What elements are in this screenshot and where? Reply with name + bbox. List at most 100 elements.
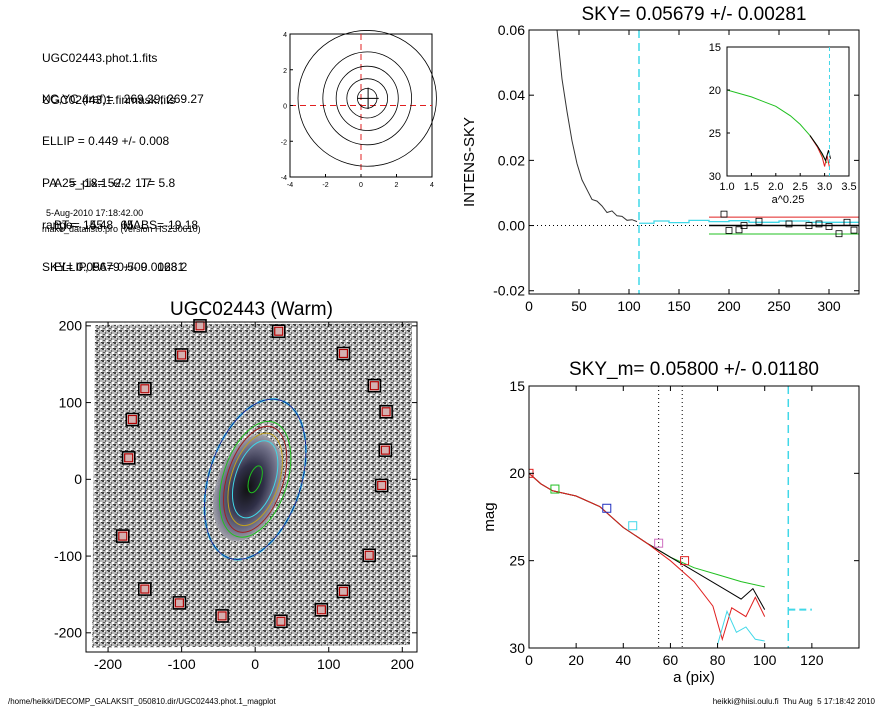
isophote-4: [219, 420, 292, 538]
sky-box-marker-inner: [274, 326, 284, 336]
image-xtick-label: -100: [168, 656, 196, 672]
contour-level-1: [346, 78, 389, 119]
sky-ylabel: INTENS-SKY: [461, 117, 478, 207]
contour-xtick-label: -4: [287, 182, 293, 189]
image-ytick-label: -200: [54, 625, 82, 641]
sky-box-marker-inner: [377, 480, 387, 491]
inset-xtick-label: 3.0: [817, 181, 832, 193]
mag-series-red: [529, 472, 766, 642]
param-ellip: ELLIP = 0.449 +/- 0.008: [42, 134, 170, 148]
sky-box-marker-inner: [338, 586, 349, 596]
mag-series-green: [529, 472, 765, 588]
sky-ytick-label: 0.00: [498, 217, 525, 233]
sky-xtick-label: 100: [617, 298, 641, 314]
mask-file: UGC02443.1.finmask.fits: [42, 93, 176, 107]
contour-ytick-label: -4: [281, 175, 287, 182]
mag-square-marker: [602, 503, 612, 513]
param-center: XC,YC (iraf)= 269.29, 269.27: [42, 92, 204, 106]
mag-xtick-label: 40: [615, 652, 631, 668]
sky-xtick-label: 150: [667, 298, 691, 314]
isophote-1: [231, 440, 279, 519]
image-title: UGC02443 (Warm): [170, 299, 333, 320]
mag-square-marker: [680, 556, 690, 566]
inset-frame: [726, 46, 850, 177]
contour-xtick-label: 0: [359, 182, 363, 189]
sky-ellipse-blue: [203, 398, 307, 561]
sky-sample-square: [740, 222, 748, 229]
sky-xtick-label: 300: [817, 298, 841, 314]
sky-xtick-label: 250: [767, 298, 791, 314]
inset-xlabel: a^0.25: [772, 194, 805, 206]
sky-sample-square: [825, 223, 833, 230]
sky-sample-square: [720, 210, 728, 218]
mag-plot: SKY_m= 0.05800 +/- 0.01180 mag a (pix) 0 20 4…: [481, 359, 860, 686]
mag-xtick-label: 20: [568, 652, 584, 668]
sky-sample-square: [805, 222, 813, 229]
sky-box-marker-inner: [118, 531, 128, 541]
sky-box-marker-inner: [381, 407, 391, 417]
sky-sample-square: [815, 220, 823, 228]
contour-ytick-label: 4: [283, 32, 287, 39]
contour-ytick-label: 0: [283, 104, 287, 111]
image-panel-static: [92, 323, 412, 648]
mag-ytick-label: 15: [509, 378, 525, 394]
sky-sample-square: [755, 217, 763, 225]
contour-xtick-label: -2: [322, 182, 328, 189]
mag-xtick-label: 80: [710, 652, 726, 668]
program-name: make_datalist0.pro (version HS230610): [42, 224, 201, 234]
inset-ytick-label: 30: [709, 171, 721, 183]
sky-box-marker-inner: [276, 616, 286, 626]
sky-xtick-label: 50: [571, 298, 587, 314]
sky-box-marker-inner: [127, 414, 137, 425]
mag-xtick-label: 60: [663, 652, 679, 668]
inset-ytick-label: 20: [709, 85, 721, 97]
intensity-profile: [556, 30, 638, 223]
mag-square-marker: [550, 484, 560, 494]
sky-box-marker-inner: [177, 350, 187, 360]
param-range: range= 55.- 65.: [42, 218, 138, 232]
result-bt: BT= 14.48 MABS=-19.18: [54, 218, 199, 232]
inset-ytick-label: 25: [709, 128, 721, 140]
sky-sample-square: [835, 230, 843, 238]
sky-box-marker-inner: [338, 348, 349, 359]
mag-square-marker: [654, 538, 664, 548]
inset-xtick-label: 1.5: [744, 181, 759, 193]
sky-ytick-label: -0.02: [493, 283, 525, 299]
sky-ytick-label: 0.02: [498, 152, 525, 168]
mag-frame: [528, 385, 860, 649]
sky-sample-square: [850, 226, 858, 234]
result-a25: A25_pix= 52.2 T= 5.8: [54, 176, 176, 190]
footer-stamp: heikki@hiisi.oulu.fi Thu Aug 5 17:18:42 …: [712, 697, 875, 706]
contour-level-2: [335, 65, 399, 131]
contour-ytick-label: -2: [281, 139, 287, 146]
contour-plot: -4 -2 0 2 4 4 2 0 -2 -4: [281, 30, 437, 189]
sky-sample-square: [725, 227, 733, 234]
inset-ytick-label: 15: [709, 42, 721, 54]
mag-xtick-label: 0: [525, 652, 533, 668]
inset-black-curve: [809, 135, 831, 162]
sky-step-profile: [639, 219, 859, 224]
sky-sample-square: [843, 218, 851, 226]
sky-box-marker-inner: [369, 381, 379, 391]
isophote-0: [247, 465, 263, 494]
result-ellip-pa: ELLIP, PA= 0.509 163.2: [54, 260, 188, 274]
sky-frame: [528, 29, 860, 295]
inset-xtick-label: 1.0: [719, 181, 734, 193]
sky-box-marker-inner: [195, 321, 205, 331]
sky-sample-square: [735, 226, 743, 234]
isophote-2: [227, 432, 283, 527]
sky-box-marker-inner: [140, 384, 150, 394]
mag-square-marker: [628, 521, 638, 531]
isophote-3: [223, 425, 288, 533]
sky-box-marker-inner: [316, 605, 326, 615]
mag-xtick-label: 100: [753, 652, 777, 668]
image-xtick-label: 100: [317, 656, 341, 672]
mag-ytick-label: 25: [509, 553, 525, 569]
sky-box-marker-inner: [124, 453, 134, 463]
sky-plot: SKY= 0.05679 +/- 0.00281 INTENS-SKY 0 50 100…: [461, 4, 860, 314]
result-block: A25_pix= 52.2 T= 5.8 BT= 14.48 MABS=-19.…: [54, 148, 198, 288]
mag-ytick-label: 20: [509, 465, 525, 481]
param-pa: PA = -18.1 +/- 1.7: [42, 176, 152, 190]
contour-xtick-label: 4: [430, 182, 434, 189]
